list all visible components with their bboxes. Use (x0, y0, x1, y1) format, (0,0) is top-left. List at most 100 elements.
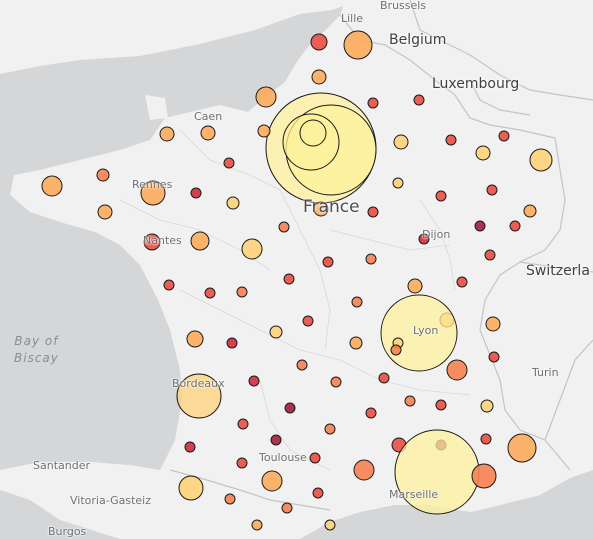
label-dijon: Dijon (422, 228, 451, 241)
map-marker[interactable] (309, 452, 321, 464)
map-marker[interactable] (407, 278, 423, 294)
map-marker[interactable] (96, 168, 110, 182)
map-marker[interactable] (523, 204, 537, 218)
map-marker-paris[interactable] (299, 119, 327, 147)
map-marker[interactable] (140, 180, 166, 206)
map-marker[interactable] (226, 337, 238, 349)
map-marker[interactable] (224, 493, 236, 505)
map-marker[interactable] (365, 407, 377, 419)
map-marker[interactable] (310, 33, 328, 51)
map-marker[interactable] (394, 429, 480, 515)
map-marker[interactable] (269, 325, 283, 339)
map-marker[interactable] (241, 238, 263, 260)
map-marker[interactable] (485, 316, 501, 332)
map-marker[interactable] (446, 359, 468, 381)
map-marker[interactable] (223, 157, 235, 169)
label-luxembourg: Luxembourg (432, 76, 520, 92)
label-bordeaux: Bordeaux (172, 377, 225, 390)
sea-label-line-1: Bay of (14, 334, 59, 348)
map-marker[interactable] (435, 190, 447, 202)
map-marker[interactable] (529, 148, 553, 172)
map-marker[interactable] (480, 433, 492, 445)
map-marker[interactable] (475, 145, 491, 161)
map-marker[interactable] (456, 276, 468, 288)
map-marker[interactable] (190, 187, 202, 199)
map-marker[interactable] (237, 418, 249, 430)
map-marker[interactable] (226, 196, 240, 210)
label-brussels: Brussels (380, 0, 427, 12)
map-marker[interactable] (296, 359, 308, 371)
label-switzerland: Switzerla (526, 263, 590, 279)
map-marker[interactable] (445, 134, 457, 146)
map-marker[interactable] (270, 434, 282, 446)
map-marker[interactable] (404, 395, 416, 407)
map-marker[interactable] (353, 459, 375, 481)
label-rennes: Rennes (132, 178, 173, 191)
land-england (0, 0, 360, 74)
map-marker[interactable] (255, 86, 277, 108)
map-marker[interactable] (351, 296, 363, 308)
map-marker[interactable] (178, 475, 204, 501)
map-marker[interactable] (367, 97, 379, 109)
map-marker[interactable] (143, 233, 161, 251)
label-vitoria: Vitoria-Gasteiz (70, 494, 151, 507)
label-belgium: Belgium (389, 32, 447, 48)
map-marker[interactable] (186, 330, 204, 348)
map-marker[interactable] (261, 470, 283, 492)
map-marker[interactable] (313, 201, 329, 217)
map-marker[interactable] (251, 519, 263, 531)
map-marker[interactable] (367, 206, 379, 218)
map-marker[interactable] (284, 402, 296, 414)
map-marker[interactable] (283, 273, 295, 285)
map-marker[interactable] (204, 287, 216, 299)
map-marker[interactable] (184, 441, 196, 453)
map-marker[interactable] (257, 124, 271, 138)
map-marker[interactable] (163, 279, 175, 291)
map-marker[interactable] (365, 253, 377, 265)
map-marker[interactable] (474, 220, 486, 232)
map-marker[interactable] (330, 376, 342, 388)
map-marker[interactable] (41, 175, 63, 197)
label-lyon: Lyon (413, 324, 439, 337)
map-marker[interactable] (349, 336, 363, 350)
map-marker[interactable] (378, 372, 390, 384)
map-marker[interactable] (248, 375, 260, 387)
map-marker[interactable] (311, 69, 327, 85)
map-marker[interactable] (176, 373, 222, 419)
map-marker[interactable] (236, 457, 248, 469)
map-marker[interactable] (322, 256, 334, 268)
map-marker[interactable] (498, 130, 510, 142)
label-bay-of-biscay: Bay of Biscay (14, 333, 59, 367)
map-marker[interactable] (418, 233, 430, 245)
map-marker[interactable] (390, 344, 402, 356)
map-marker[interactable] (435, 399, 447, 411)
label-turin: Turin (532, 366, 559, 379)
map-marker[interactable] (190, 231, 210, 251)
map-marker[interactable] (480, 399, 494, 413)
map-marker[interactable] (200, 125, 216, 141)
map-marker[interactable] (281, 502, 293, 514)
map-marker[interactable] (484, 249, 496, 261)
label-lille: Lille (341, 12, 364, 25)
map-marker[interactable] (393, 134, 409, 150)
map-marker[interactable] (413, 94, 425, 106)
map-marker[interactable] (302, 315, 314, 327)
map-marker[interactable] (324, 423, 336, 435)
map-marker[interactable] (278, 221, 290, 233)
map-marker[interactable] (486, 184, 498, 196)
map-marker[interactable] (343, 30, 373, 60)
map-marker[interactable] (471, 463, 497, 489)
map-marker[interactable] (236, 286, 248, 298)
label-burgos: Burgos (48, 525, 87, 538)
map-marker[interactable] (507, 433, 537, 463)
map-marker[interactable] (312, 487, 324, 499)
label-france: France (303, 197, 360, 217)
map-marker[interactable] (324, 519, 336, 531)
map-marker[interactable] (488, 351, 500, 363)
map-marker[interactable] (159, 126, 175, 142)
label-marseille: Marseille (389, 488, 439, 501)
map-marker[interactable] (509, 220, 521, 232)
map-marker[interactable] (392, 177, 404, 189)
map-marker[interactable] (97, 204, 113, 220)
